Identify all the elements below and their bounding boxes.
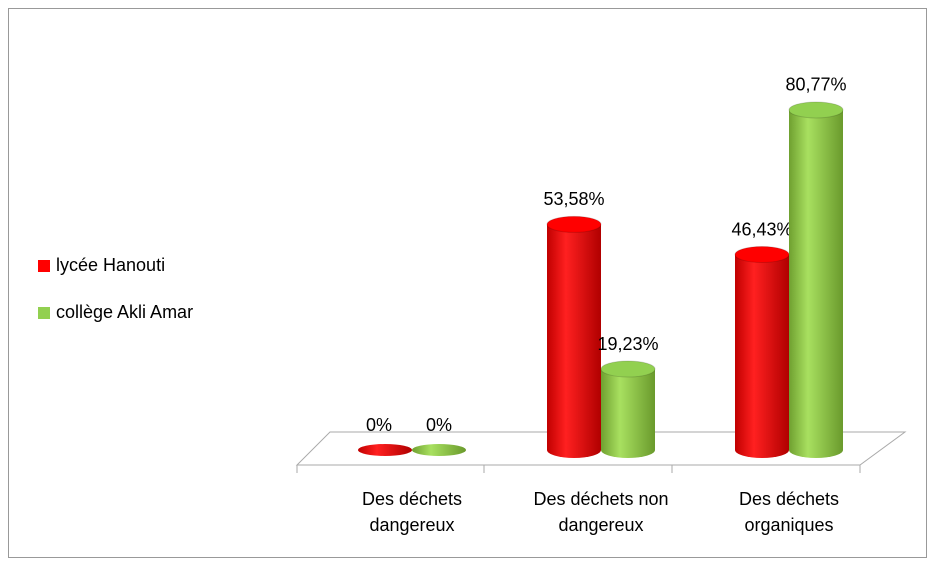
chart-border xyxy=(8,8,927,558)
category-separators xyxy=(296,465,861,473)
value-label: 53,58% xyxy=(543,189,604,209)
value-label: 19,23% xyxy=(597,334,658,354)
legend-label: collège Akli Amar xyxy=(56,302,193,322)
legend-label: lycée Hanouti xyxy=(56,255,165,275)
x-tick-label: Des déchets organiques xyxy=(738,489,840,535)
bar-body xyxy=(789,109,843,450)
x-tick-label: Des déchets dangereux xyxy=(361,489,463,535)
bar-top xyxy=(788,101,844,119)
value-label: 0% xyxy=(366,415,392,435)
bar-top xyxy=(600,360,656,378)
bar-body xyxy=(601,369,655,450)
value-label: 0% xyxy=(426,415,452,435)
bar-flat xyxy=(412,444,466,456)
value-label: 80,77% xyxy=(785,75,846,95)
bar-body xyxy=(735,254,789,450)
bar-body xyxy=(547,224,601,450)
bar-top xyxy=(734,246,790,264)
value-label: 46,43% xyxy=(731,219,792,239)
bar-flat xyxy=(358,444,412,456)
legend-swatch xyxy=(38,260,50,272)
bar-top xyxy=(546,215,602,233)
legend-swatch xyxy=(38,307,50,319)
x-tick-label: Des déchets non dangereux xyxy=(533,489,669,535)
